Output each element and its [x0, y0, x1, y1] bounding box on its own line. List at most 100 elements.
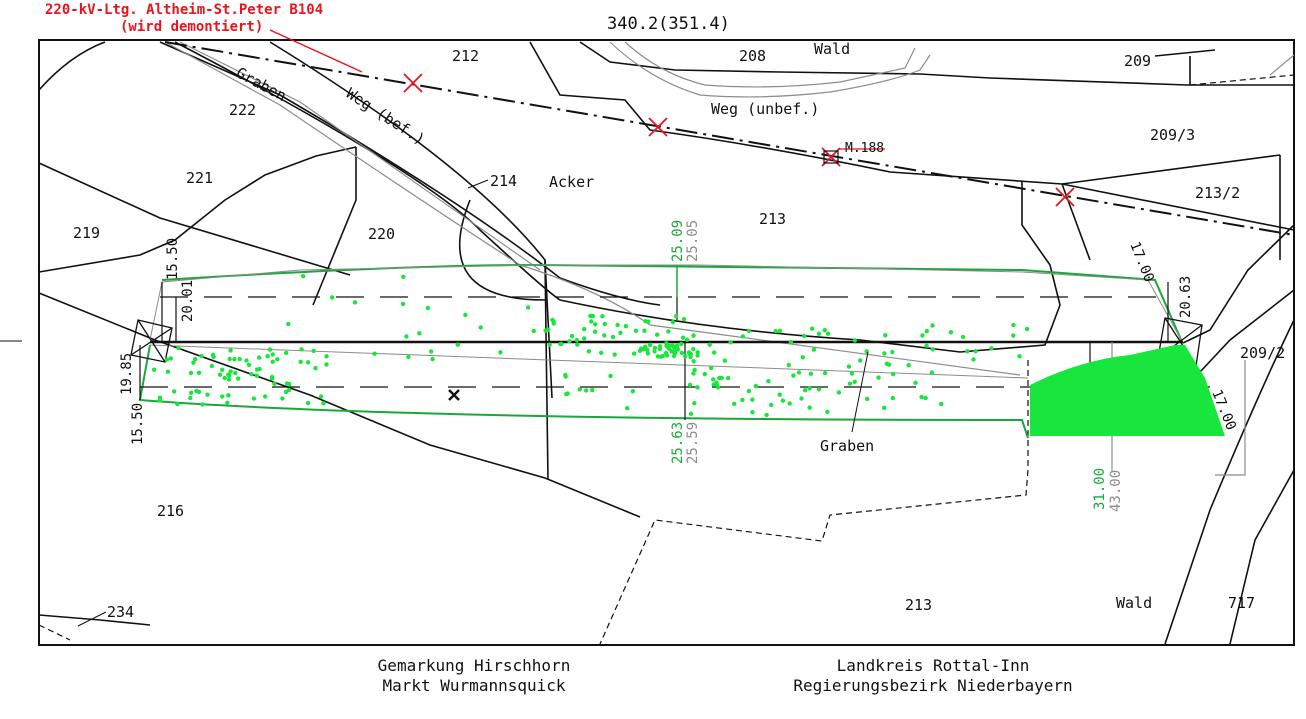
vegetation-point	[685, 337, 690, 342]
footer-right-line2: Regierungsbezirk Niederbayern	[793, 676, 1072, 695]
vegetation-point	[788, 339, 794, 345]
vegetation-point	[406, 354, 411, 360]
vegetation-point	[691, 333, 696, 338]
vegetation-point	[401, 274, 406, 279]
vegetation-point	[989, 346, 994, 351]
vegetation-point	[836, 390, 842, 395]
vegetation-point	[305, 360, 311, 365]
vegetation-point	[948, 330, 954, 335]
vegetation-point	[971, 357, 976, 362]
vegetation-point	[847, 381, 853, 386]
vegetation-point	[728, 340, 733, 345]
vegetation-point	[188, 395, 193, 401]
vegetation-point	[286, 321, 291, 327]
vegetation-point	[750, 410, 755, 415]
vegetation-point	[618, 330, 623, 335]
vegetation-point	[251, 396, 257, 401]
parcel-209-2: 209/2	[1240, 344, 1285, 362]
parcel-214: 214	[490, 172, 517, 190]
parcel-222: 222	[229, 101, 256, 119]
vegetation-point	[691, 371, 696, 376]
vegetation-point	[777, 328, 783, 333]
vegetation-point	[883, 333, 888, 338]
vegetation-point	[574, 337, 579, 343]
dim-right-grey: 43.00	[1108, 470, 1124, 512]
vegetation-point	[796, 370, 802, 375]
vegetation-point	[318, 394, 324, 399]
vegetation-point	[164, 357, 170, 362]
leader-214	[467, 179, 489, 189]
vegetation-point	[205, 392, 210, 397]
vegetation-point	[1011, 333, 1016, 338]
vegetation-point	[430, 356, 435, 362]
vegetation-point	[157, 398, 163, 403]
vegetation-point	[582, 326, 587, 332]
vegetation-point	[257, 366, 262, 372]
map-frame	[38, 39, 1295, 646]
vegetation-point	[799, 396, 804, 401]
vegetation-point	[199, 353, 204, 359]
vegetation-point	[589, 319, 594, 324]
dim-mid-top-grey: 25.05	[685, 220, 701, 262]
vegetation-point	[672, 353, 677, 359]
vegetation-point	[284, 381, 290, 386]
vegetation-point	[913, 380, 918, 385]
vegetation-point	[726, 375, 731, 381]
parcel-220: 220	[368, 225, 395, 243]
vegetation-point	[846, 364, 852, 369]
vegetation-point	[551, 321, 556, 326]
vegetation-point	[811, 347, 817, 352]
vegetation-point	[228, 369, 233, 374]
vegetation-point	[695, 350, 700, 355]
vegetation-point	[646, 319, 651, 324]
vegetation-point	[168, 356, 173, 361]
vegetation-point	[674, 314, 679, 319]
parcel-216: 216	[157, 502, 184, 520]
vegetation-point	[688, 351, 694, 357]
vegetation-point	[919, 394, 924, 400]
label-weg-unbef: Weg (unbef.)	[711, 100, 819, 118]
vegetation-point	[254, 373, 260, 378]
vegetation-point	[590, 313, 596, 319]
vegetation-point	[886, 362, 892, 367]
vegetation-point	[712, 350, 717, 355]
vegetation-point	[525, 305, 531, 310]
vegetation-point	[780, 398, 786, 403]
vegetation-point	[858, 358, 863, 363]
vegetation-point	[679, 350, 685, 356]
vegetation-point	[803, 388, 808, 393]
vegetation-point	[270, 352, 275, 357]
vegetation-point	[615, 322, 620, 328]
vegetation-point	[429, 349, 434, 354]
vegetation-point	[272, 381, 277, 386]
vegetation-point	[227, 356, 232, 362]
vegetation-point	[151, 367, 157, 372]
vegetation-point	[301, 274, 306, 279]
vegetation-point	[610, 334, 616, 340]
vegetation-point	[673, 344, 678, 349]
parcel-234: 234	[107, 603, 134, 621]
vegetation-point	[773, 328, 778, 334]
vegetation-point	[299, 347, 304, 352]
vegetation-point	[1017, 354, 1022, 359]
vegetation-point	[602, 321, 607, 327]
vegetation-point	[196, 370, 202, 375]
dim-right-green: 31.00	[1092, 468, 1108, 510]
vegetation-point	[645, 351, 651, 356]
line-label-1: 220-kV-Ltg. Altheim-St.Peter B104	[45, 2, 323, 18]
vegetation-point	[226, 393, 231, 398]
vegetation-point	[808, 371, 814, 376]
vegetation-point	[631, 351, 637, 356]
footer-left-line2: Markt Wurmannsquick	[382, 676, 565, 695]
vegetation-point	[478, 325, 483, 330]
vegetation-point	[717, 375, 722, 381]
vegetation-point	[732, 401, 737, 406]
dim-mid-bottom-grey: 25.59	[685, 422, 701, 464]
dim-left-top-inner: 20.01	[180, 280, 196, 322]
parcel-209-3: 209/3	[1150, 126, 1195, 144]
vegetation-point	[890, 349, 895, 355]
vegetation-point	[777, 392, 782, 397]
vegetation-point	[244, 358, 249, 363]
vegetation-point	[257, 355, 262, 360]
parcel-213-bottom: 213	[905, 596, 932, 614]
